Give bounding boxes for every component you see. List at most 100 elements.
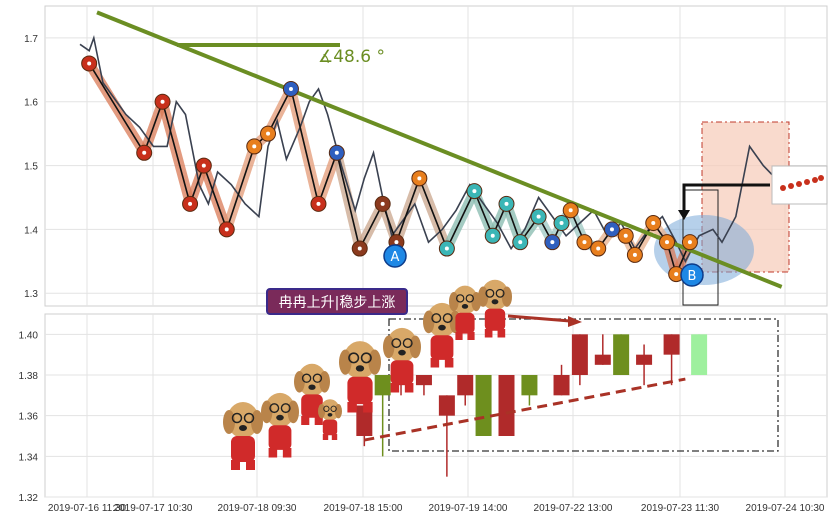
dog-sticker	[318, 399, 342, 440]
candlesticks	[356, 334, 708, 477]
dog-body	[390, 360, 414, 385]
pivot-markers	[81, 55, 698, 283]
pivot-marker-dot	[665, 240, 670, 245]
point-b-marker	[680, 263, 704, 287]
pivot-marker-dot	[536, 214, 541, 219]
dog-ear	[339, 349, 352, 375]
dog-sticker	[478, 279, 512, 338]
dog-ear	[318, 404, 326, 419]
y-tick-label-lower: 1.36	[19, 412, 39, 423]
pivot-marker-dot	[623, 233, 628, 238]
dog-ear	[294, 371, 305, 393]
dog-nose	[438, 324, 446, 331]
dog-glasses	[348, 352, 360, 364]
candle-body	[475, 375, 492, 436]
dog-sticker	[223, 402, 263, 470]
dog-leg	[282, 448, 292, 458]
annotation-banner	[266, 288, 408, 315]
y-tick-label-lower: 1.34	[19, 452, 39, 463]
trend-angle-label: ∡48.6 °	[318, 47, 385, 67]
pivot-marker-dot	[472, 189, 477, 194]
y-tick-label-upper: 1.6	[24, 98, 38, 109]
pivot-marker-dot	[568, 208, 573, 213]
candle-body	[498, 375, 515, 436]
dog-ear	[319, 371, 330, 393]
dog-body	[455, 312, 475, 334]
pivot-marker-dot	[357, 246, 362, 251]
y-tick-label-lower: 1.40	[19, 330, 39, 341]
dog-head	[264, 392, 296, 428]
dog-glasses	[391, 338, 402, 349]
dog-glasses	[442, 313, 453, 324]
candle-body	[521, 375, 538, 396]
dog-glasses	[455, 294, 465, 303]
pivot-marker-dot	[632, 252, 637, 257]
pivot-marker-dot	[518, 240, 523, 245]
dog-leg	[301, 416, 310, 425]
dog-leg	[390, 383, 400, 393]
candle-body	[374, 375, 391, 396]
pivot-marker-dot	[504, 201, 509, 206]
y-tick-label-lower: 1.38	[19, 371, 39, 382]
pivot-marker-dot	[160, 99, 165, 104]
pivot-marker-dot	[252, 144, 257, 149]
upper-y-ticks: 1.3 1.4 1.5 1.6 1.7	[24, 34, 38, 300]
candle-body	[636, 354, 653, 365]
dog-nose	[491, 299, 499, 305]
dog-body	[301, 394, 323, 418]
dog-glasses	[243, 412, 255, 424]
dog-body	[322, 419, 338, 436]
dog-ear	[251, 410, 263, 434]
dog-leg	[314, 416, 323, 425]
pivot-marker-dot	[550, 240, 555, 245]
dog-glasses	[301, 373, 312, 383]
dog-glasses	[485, 288, 495, 298]
x-tick-label: 2019-07-16 11:30	[48, 503, 127, 514]
dog-nose	[355, 365, 365, 372]
dog-leg	[331, 434, 338, 440]
pivot-marker-dot	[687, 240, 692, 245]
dog-glasses	[323, 405, 330, 412]
dog-leg	[497, 329, 506, 338]
candle-body	[691, 334, 708, 375]
lower-y-ticks: 1.32 1.34 1.36 1.38 1.40	[19, 330, 39, 504]
dog-sticker	[261, 392, 299, 458]
sticker-dogs	[780, 175, 824, 191]
pivot-marker-dot	[582, 240, 587, 245]
dog-ear	[501, 286, 512, 307]
y-tick-label-upper: 1.3	[24, 289, 38, 300]
dog-ear	[409, 335, 421, 359]
candle-body	[571, 334, 588, 375]
point-b-label: B	[688, 269, 697, 284]
dog-leg	[322, 434, 329, 440]
dog-head	[426, 302, 458, 338]
pivot-marker-dot	[674, 272, 679, 277]
dog-body	[231, 436, 255, 462]
annotation-banner-text: 冉冉上升|稳步上涨	[279, 295, 396, 311]
dog-glasses	[231, 412, 243, 424]
dog-ear	[287, 400, 299, 424]
bracket-arrowhead	[678, 210, 690, 220]
dog-sticker	[294, 363, 330, 425]
candle-body	[553, 375, 570, 396]
x-tick-label: 2019-07-24 10:30	[746, 503, 825, 514]
y-tick-label-upper: 1.5	[24, 162, 38, 173]
dog-head	[320, 399, 340, 421]
dog-leg	[467, 332, 475, 340]
y-tick-label-lower: 1.32	[19, 493, 39, 504]
dog-stickers	[223, 279, 512, 470]
x-tick-label: 2019-07-23 11:30	[641, 503, 720, 514]
dog-sticker	[449, 285, 481, 340]
pointer-arrow-shaft	[507, 314, 571, 323]
pivot-marker-dot	[651, 221, 656, 226]
price-series-line	[79, 34, 801, 264]
dog-glasses	[269, 403, 280, 414]
dog-ear	[383, 335, 395, 359]
candle-body	[613, 334, 630, 375]
candle-body	[457, 375, 474, 396]
dog-sticker	[339, 341, 381, 413]
pivot-marker-dot	[380, 201, 385, 206]
dog-leg	[455, 332, 463, 340]
